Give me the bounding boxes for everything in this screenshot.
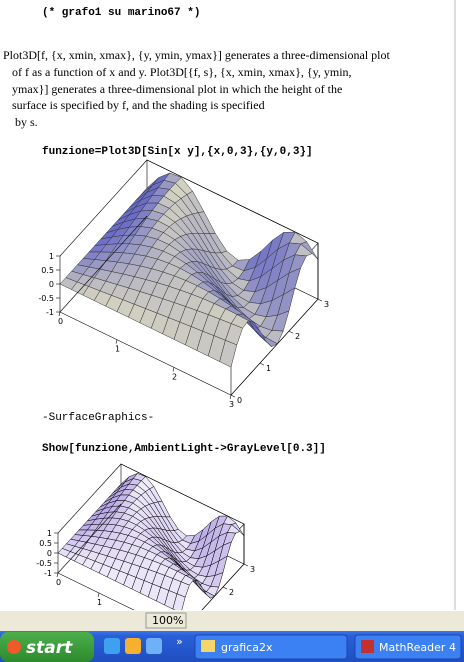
y-tick [288,330,294,334]
task-label: grafica2x [221,641,273,654]
usage-line: Plot3D[f, {x, xmin, xmax}, {y, ymin, yma… [3,48,391,62]
z-tick-label: 0.5 [41,266,54,275]
box-edge [57,463,122,534]
y-tick-label: 3 [324,300,329,309]
z-tick-label: 0.5 [39,539,52,548]
y-tick [259,362,265,366]
z-tick-label: 0 [47,549,52,558]
output-cell: -SurfaceGraphics- [42,412,154,424]
z-tick-label: 0 [49,280,54,289]
y-tick-label: 1 [266,364,271,373]
box-edge [146,159,319,244]
box-edge [59,215,148,313]
windows-logo [7,640,21,654]
y-tick [243,563,249,567]
usage-line: ymax}] generates a three-dimensional plo… [12,82,342,96]
zoom-box[interactable] [145,612,187,629]
x-tick [97,592,100,598]
box-edge [59,311,232,396]
z-tick-label: -1 [44,569,52,578]
y-tick-label: 0 [237,396,242,405]
zoom-label: 100% [152,614,183,627]
box-edge [201,563,245,610]
task-button[interactable] [194,634,348,660]
y-tick [230,394,236,398]
x-tick-label: 0 [56,578,61,587]
y-tick-label: 2 [229,588,234,597]
z-tick-label: -0.5 [38,294,54,303]
z-tick-label: -1 [46,308,54,317]
x-tick-label: 1 [115,345,120,354]
x-tick-label: 0 [58,317,63,326]
x-tick [115,339,118,344]
box-edge [59,159,148,257]
quick-launch-icon[interactable] [104,638,120,654]
y-tick [317,298,323,302]
task-label: MathReader 4 [379,641,456,654]
status-bar [0,611,464,631]
surface-patch [219,339,238,368]
y-tick-label: 3 [250,565,255,574]
z-tick-label: -0.5 [36,559,52,568]
usage-line: by s. [15,115,38,129]
z-tick-label: 1 [47,529,52,538]
quick-launch-icon[interactable] [125,638,141,654]
box-edge [57,503,122,574]
y-tick [222,586,228,590]
app-icon [361,640,374,653]
box-edge [57,572,135,610]
surface-patch [172,593,186,610]
x-tick [229,395,232,400]
input-cell: Show[funzione,AmbientLight->GrayLevel[0.… [42,443,326,455]
x-tick [58,311,61,317]
x-tick-label: 1 [97,598,102,607]
z-tick-label: 1 [49,252,54,261]
x-tick-label: 3 [229,400,234,409]
start-button[interactable] [0,632,94,662]
input-cell: funzione=Plot3D[Sin[x y],{x,0,3},{y,0,3}… [42,146,313,158]
comment: (* grafo1 su marino67 *) [42,7,200,19]
task-button[interactable] [354,634,462,660]
quick-launch-icon[interactable] [146,638,162,654]
y-tick-label: 2 [295,332,300,341]
start-label: start [26,638,73,658]
box-edge [230,298,319,396]
x-tick-label: 2 [172,372,177,381]
plot-3d: 10.50-0.5-101123 [36,463,255,610]
x-tick [56,572,59,578]
usage-line: surface is specified by f, and the shadi… [12,98,265,112]
box-edge [120,463,245,525]
folder-icon [201,640,215,652]
usage-line: of f as a function of x and y. Plot3D[{f… [12,65,352,79]
overflow-chevron[interactable]: » [176,635,183,648]
x-tick [172,367,175,372]
